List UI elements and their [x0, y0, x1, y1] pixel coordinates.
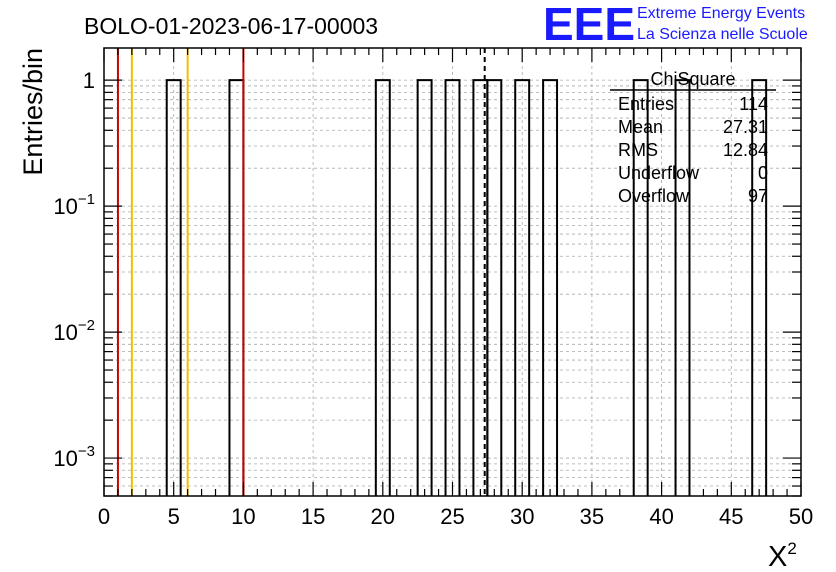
stats-label: Underflow: [618, 163, 700, 183]
y-tick-label: 10−1: [53, 191, 95, 219]
y-tick-label-base: 1: [83, 68, 95, 93]
logo-line-2: La Scienza nelle Scuole: [637, 26, 808, 43]
x-tick-labels: 0 5 10 15 20 25 30 35 40 45 50: [98, 504, 813, 529]
reference-lines: [116, 48, 486, 496]
eee-logo-mark: EEE: [543, 0, 635, 50]
y-tick-label-base: 10: [53, 320, 77, 345]
x-tick-label: 50: [789, 504, 813, 529]
histogram-bar: [444, 79, 461, 496]
stats-box: ChiSquare Entries 114 Mean 27.31 RMS 12.84 Und…: [610, 69, 776, 206]
stats-rows: Entries 114 Mean 27.31 RMS 12.84 Underflow 0 Ove…: [618, 94, 768, 206]
stats-label: RMS: [618, 140, 658, 160]
histogram-bar: [542, 79, 559, 496]
y-tick-label: 10−2: [53, 317, 95, 345]
y-axis-label: Entries/bin: [18, 48, 48, 176]
histogram-bar: [228, 79, 245, 496]
stats-value: 97: [748, 186, 768, 206]
grid-lines: [104, 48, 801, 496]
x-tick-label: 10: [231, 504, 255, 529]
x-tick-label: 25: [440, 504, 464, 529]
x-axis-label-base: X: [768, 541, 787, 572]
histogram-bar: [632, 79, 649, 496]
logo-line-1: Extreme Energy Events: [637, 5, 805, 22]
x-tick-label: 0: [98, 504, 110, 529]
y-tick-label-exp: −1: [78, 191, 95, 208]
histogram-bar: [674, 79, 691, 496]
x-tick-label: 35: [580, 504, 604, 529]
stats-label: Mean: [618, 117, 663, 137]
stats-label: Entries: [618, 94, 674, 114]
x-axis-label: X2: [768, 539, 797, 572]
x-tick-label: 20: [371, 504, 395, 529]
histogram-bar: [165, 79, 182, 496]
y-tick-label: 10−3: [53, 443, 95, 471]
x-tick-label: 40: [649, 504, 673, 529]
x-tick-label: 45: [719, 504, 743, 529]
histogram-bar: [751, 79, 768, 496]
y-tick-label-exp: −2: [78, 317, 95, 334]
stats-value: 114: [739, 94, 768, 114]
stats-label: Overflow: [618, 186, 690, 206]
y-tick-label: 1: [83, 68, 95, 93]
histogram-bar: [374, 79, 391, 496]
x-tick-label: 15: [301, 504, 325, 529]
histogram-bar: [486, 79, 503, 496]
eee-logo: EEE Extreme Energy Events La Scienza nel…: [543, 0, 808, 50]
stats-value: 0: [758, 163, 768, 183]
x-axis-label-sup: 2: [787, 539, 796, 558]
y-tick-labels: 110−110−210−3: [53, 68, 95, 471]
stats-name: ChiSquare: [650, 69, 735, 89]
y-tick-label-exp: −3: [78, 443, 95, 460]
histogram-bar: [514, 79, 531, 496]
axis-ticks: [103, 48, 802, 497]
y-tick-label-base: 10: [53, 446, 77, 471]
chart-title: BOLO-01-2023-06-17-00003: [84, 13, 378, 39]
stats-value: 27.31: [723, 117, 768, 137]
histogram-bar: [416, 79, 433, 496]
stats-value: 12.84: [723, 140, 768, 160]
x-tick-label: 5: [168, 504, 180, 529]
histogram-bars: [165, 79, 768, 496]
y-tick-label-base: 10: [53, 194, 77, 219]
x-tick-label: 30: [510, 504, 534, 529]
